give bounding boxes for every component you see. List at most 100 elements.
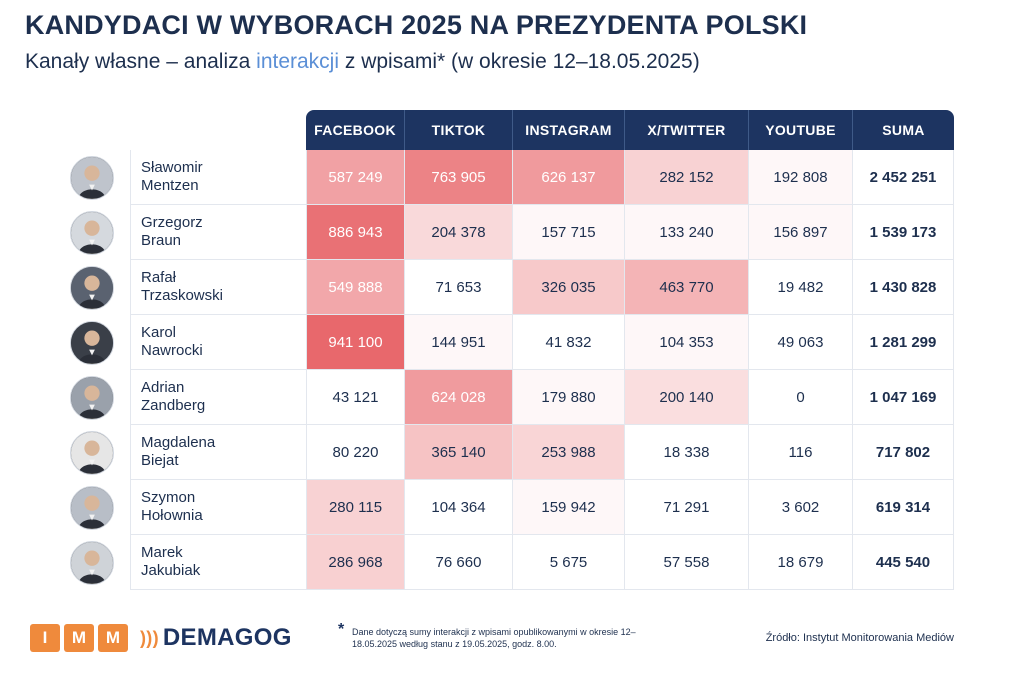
value-cell-tiktok: 365 140: [404, 425, 512, 480]
candidate-last-name: Biejat: [141, 452, 179, 469]
footnote-star: *: [338, 621, 345, 638]
source-credit: Źródło: Instytut Monitorowania Mediów: [765, 632, 954, 644]
avatar-cell: [70, 370, 130, 425]
candidate-first-name: Marek: [141, 544, 183, 561]
avatar-cell: [70, 150, 130, 205]
interactions-table: FACEBOOK TIKTOK INSTAGRAM X/TWITTER YOUTUBE S…: [70, 110, 954, 590]
value-cell-facebook: 941 100: [306, 315, 404, 370]
avatar: [70, 485, 114, 530]
value-cell-instagram: 41 832: [512, 315, 624, 370]
avatar: [70, 210, 114, 255]
candidate-name: Magdalena Biejat: [130, 425, 306, 480]
value-cell-facebook: 80 220: [306, 425, 404, 480]
value-cell-youtube: 19 482: [748, 260, 852, 315]
value-cell-tiktok: 204 378: [404, 205, 512, 260]
candidate-name: Sławomir Mentzen: [130, 150, 306, 205]
candidate-first-name: Adrian: [141, 379, 185, 396]
value-cell-youtube: 156 897: [748, 205, 852, 260]
sum-cell: 2 452 251: [852, 150, 954, 205]
value-cell-facebook: 280 115: [306, 480, 404, 535]
value-cell-instagram: 626 137: [512, 150, 624, 205]
value-cell-instagram: 253 988: [512, 425, 624, 480]
value-cell-xtwitter: 104 353: [624, 315, 748, 370]
imm-logo-letter: M: [64, 624, 94, 652]
sum-cell: 717 802: [852, 425, 954, 480]
candidate-last-name: Mentzen: [141, 177, 199, 194]
sum-cell: 619 314: [852, 480, 954, 535]
candidate-first-name: Karol: [141, 324, 177, 341]
value-cell-instagram: 159 942: [512, 480, 624, 535]
sum-cell: 1 281 299: [852, 315, 954, 370]
candidate-name: Szymon Hołownia: [130, 480, 306, 535]
candidate-name: Grzegorz Braun: [130, 205, 306, 260]
value-cell-facebook: 286 968: [306, 535, 404, 590]
subtitle-text-end: z wpisami* (w okresie 12–18.05.2025): [339, 50, 700, 73]
value-cell-youtube: 18 679: [748, 535, 852, 590]
imm-logo-letter: I: [30, 624, 60, 652]
footnote-text: Dane dotyczą sumy interakcji z wpisami o…: [352, 627, 636, 649]
demagog-logo: ))) DEMAGOG: [140, 624, 292, 652]
avatar: [70, 375, 114, 420]
imm-logo: I M M: [30, 624, 128, 652]
value-cell-instagram: 5 675: [512, 535, 624, 590]
avatar: [70, 155, 114, 200]
candidate-last-name: Trzaskowski: [141, 287, 223, 304]
candidate-last-name: Jakubiak: [141, 562, 201, 579]
value-cell-tiktok: 144 951: [404, 315, 512, 370]
header-spacer: [130, 110, 306, 150]
avatar-cell: [70, 315, 130, 370]
sum-cell: 1 430 828: [852, 260, 954, 315]
value-cell-xtwitter: 18 338: [624, 425, 748, 480]
value-cell-xtwitter: 200 140: [624, 370, 748, 425]
value-cell-xtwitter: 133 240: [624, 205, 748, 260]
avatar-cell: [70, 425, 130, 480]
candidate-first-name: Sławomir: [141, 159, 203, 176]
value-cell-instagram: 157 715: [512, 205, 624, 260]
value-cell-youtube: 49 063: [748, 315, 852, 370]
avatar-cell: [70, 260, 130, 315]
imm-logo-letter: M: [98, 624, 128, 652]
subtitle-text: Kanały własne – analiza: [25, 50, 257, 73]
candidate-last-name: Zandberg: [141, 397, 206, 414]
avatar: [70, 540, 114, 585]
sum-cell: 1 047 169: [852, 370, 954, 425]
candidate-last-name: Hołownia: [141, 507, 203, 524]
column-header-suma: SUMA: [852, 110, 954, 150]
page-title: KANDYDACI W WYBORACH 2025 NA PREZYDENTA …: [25, 10, 808, 40]
candidate-first-name: Szymon: [141, 489, 196, 506]
candidate-last-name: Nawrocki: [141, 342, 203, 359]
value-cell-tiktok: 104 364: [404, 480, 512, 535]
value-cell-facebook: 587 249: [306, 150, 404, 205]
candidate-first-name: Rafał: [141, 269, 177, 286]
avatar: [70, 430, 114, 475]
header-spacer: [70, 110, 130, 150]
sum-cell: 445 540: [852, 535, 954, 590]
value-cell-youtube: 116: [748, 425, 852, 480]
value-cell-tiktok: 76 660: [404, 535, 512, 590]
avatar-cell: [70, 535, 130, 590]
value-cell-youtube: 192 808: [748, 150, 852, 205]
avatar-cell: [70, 480, 130, 535]
value-cell-xtwitter: 282 152: [624, 150, 748, 205]
candidate-name: Karol Nawrocki: [130, 315, 306, 370]
candidate-name: Marek Jakubiak: [130, 535, 306, 590]
demagog-wordmark: DEMAGOG: [162, 624, 292, 651]
value-cell-tiktok: 624 028: [404, 370, 512, 425]
signal-waves-icon: ))): [140, 627, 159, 648]
avatar: [70, 265, 114, 310]
candidate-first-name: Grzegorz: [141, 214, 203, 231]
footnote: * Dane dotyczą sumy interakcji z wpisami…: [338, 621, 668, 650]
value-cell-xtwitter: 463 770: [624, 260, 748, 315]
value-cell-facebook: 549 888: [306, 260, 404, 315]
value-cell-tiktok: 71 653: [404, 260, 512, 315]
column-header-tiktok: TIKTOK: [404, 110, 512, 150]
candidate-last-name: Braun: [141, 232, 182, 249]
subtitle-highlight: interakcji: [256, 50, 340, 73]
candidate-name: Rafał Trzaskowski: [130, 260, 306, 315]
value-cell-instagram: 179 880: [512, 370, 624, 425]
value-cell-youtube: 3 602: [748, 480, 852, 535]
candidate-first-name: Magdalena: [141, 434, 216, 451]
sum-cell: 1 539 173: [852, 205, 954, 260]
column-header-xtwitter: X/TWITTER: [624, 110, 748, 150]
value-cell-xtwitter: 57 558: [624, 535, 748, 590]
